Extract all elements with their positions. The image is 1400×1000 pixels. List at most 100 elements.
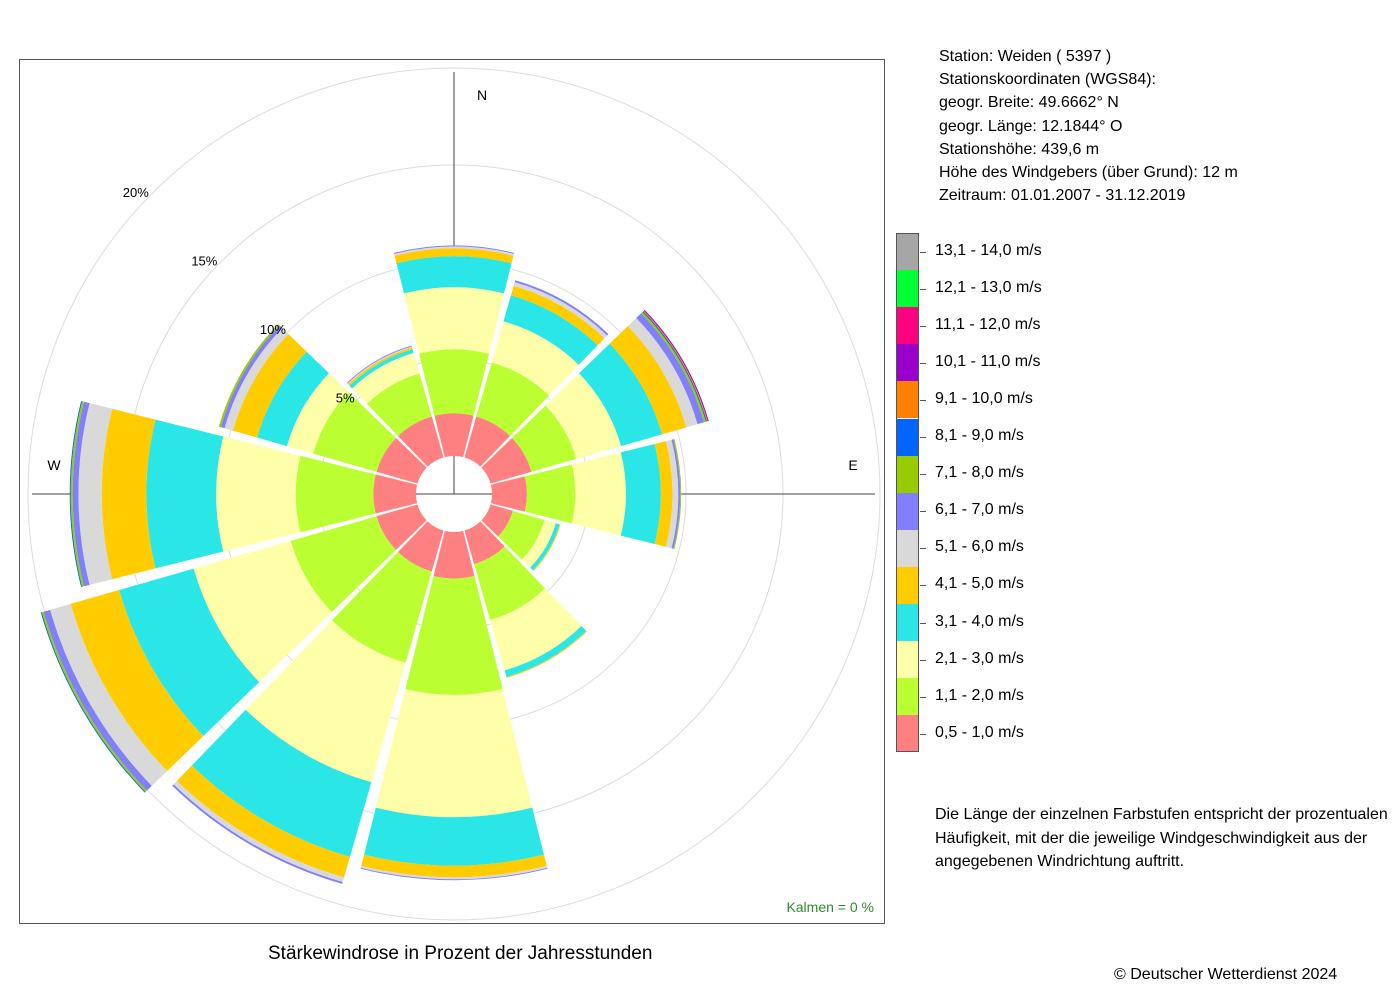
legend-label: 13,1 - 14,0 m/s bbox=[935, 241, 1042, 259]
legend-tick bbox=[920, 251, 926, 253]
sector-180-class-4 bbox=[361, 854, 547, 878]
sector-90-class-2 bbox=[571, 452, 626, 536]
legend-label: 4,1 - 5,0 m/s bbox=[935, 575, 1024, 593]
legend-tick bbox=[920, 362, 926, 364]
legend-label: 9,1 - 10,0 m/s bbox=[935, 389, 1033, 407]
legend-label: 11,1 - 12,0 m/s bbox=[935, 315, 1041, 333]
sector-270-class-5 bbox=[78, 403, 113, 585]
station-line: geogr. Breite: 49.6662° N bbox=[939, 94, 1119, 112]
sector-120 bbox=[481, 504, 561, 571]
station-line: Zeitraum: 01.01.2007 - 31.12.2019 bbox=[939, 187, 1186, 205]
sector-180-class-5 bbox=[360, 865, 548, 880]
sector-150-class-1 bbox=[474, 546, 546, 621]
sector-0-class-2 bbox=[403, 287, 505, 354]
sector-0-class-3 bbox=[396, 256, 512, 294]
sector-60-class-2 bbox=[545, 373, 622, 459]
sector-150-class-3 bbox=[504, 625, 587, 677]
sector-330 bbox=[346, 345, 444, 467]
sector-90-class-3 bbox=[620, 443, 661, 545]
legend-label: 1,1 - 2,0 m/s bbox=[935, 686, 1024, 704]
sector-90-class-5 bbox=[665, 439, 679, 549]
grid-ring-20 bbox=[27, 67, 881, 921]
legend-tick bbox=[920, 437, 926, 439]
legend-tick bbox=[920, 474, 926, 476]
legend-label: 12,1 - 13,0 m/s bbox=[935, 278, 1042, 296]
sector-120-class-3 bbox=[530, 523, 560, 571]
station-info: Station: Weiden ( 5397 ) Stationskoordin… bbox=[939, 45, 1238, 207]
sector-60-class-0 bbox=[481, 437, 532, 484]
sector-90-class-7 bbox=[673, 439, 682, 549]
sector-270-class-1 bbox=[295, 455, 376, 533]
sector-330-class-3 bbox=[349, 349, 414, 389]
sector-30-class-5 bbox=[513, 282, 608, 339]
ring-label-5: 5% bbox=[336, 391, 355, 406]
legend-tick bbox=[920, 399, 926, 401]
legend-label: 10,1 - 11,0 m/s bbox=[935, 352, 1041, 370]
sector-300-class-5 bbox=[224, 328, 289, 431]
sector-240-class-3 bbox=[119, 568, 260, 737]
sector-0-class-0 bbox=[434, 413, 474, 458]
sector-270 bbox=[69, 401, 418, 587]
sector-240-class-0 bbox=[376, 504, 427, 551]
chart-title: Stärkewindrose in Prozent der Jahresstun… bbox=[268, 943, 653, 964]
sector-120-class-0 bbox=[481, 504, 513, 537]
legend-tick bbox=[920, 288, 926, 290]
explanation-note: Die Länge der einzelnen Farbstufen entsp… bbox=[935, 806, 1388, 870]
sector-180 bbox=[360, 530, 548, 881]
sector-0-class-5 bbox=[394, 246, 514, 256]
sector-270-class-3 bbox=[146, 419, 224, 569]
sector-300-class-0 bbox=[376, 437, 427, 484]
sector-270-class-2 bbox=[216, 436, 301, 552]
legend-label: 6,1 - 7,0 m/s bbox=[935, 501, 1024, 519]
sector-30-class-0 bbox=[464, 416, 511, 467]
sector-240 bbox=[40, 504, 427, 793]
sector-240-class-4 bbox=[70, 590, 204, 772]
sector-0-class-4 bbox=[394, 248, 514, 264]
sector-30-class-2 bbox=[491, 321, 579, 396]
sector-240-class-6 bbox=[43, 609, 152, 791]
wind-rose-chart: 5% 10% 15% 20% N E W bbox=[27, 67, 881, 921]
sector-210-class-0 bbox=[397, 521, 444, 572]
sector-270-class-4 bbox=[101, 408, 156, 580]
sector-60-class-4 bbox=[609, 326, 687, 435]
legend-tick bbox=[920, 511, 926, 513]
sector-0 bbox=[393, 245, 515, 458]
legend-label: 7,1 - 8,0 m/s bbox=[935, 464, 1024, 482]
legend-tick bbox=[920, 585, 926, 587]
legend-label: 8,1 - 9,0 m/s bbox=[935, 427, 1024, 445]
sector-240-class-2 bbox=[193, 540, 332, 683]
ring-label-15: 15% bbox=[191, 253, 217, 268]
sector-330-class-4 bbox=[348, 347, 413, 386]
station-line: Stationshöhe: 439,6 m bbox=[939, 140, 1100, 158]
station-line: Stationskoordinaten (WGS84): bbox=[939, 71, 1156, 89]
station-line: Station: Weiden ( 5397 ) bbox=[939, 48, 1112, 65]
sector-150 bbox=[464, 521, 587, 678]
sector-270-class-7 bbox=[70, 401, 84, 587]
sector-300-class-1 bbox=[313, 392, 396, 472]
legend-tick bbox=[920, 733, 926, 735]
sector-0-class-6 bbox=[393, 245, 515, 254]
ring-label-10: 10% bbox=[260, 322, 286, 337]
legend-label: 3,1 - 4,0 m/s bbox=[935, 612, 1024, 630]
sector-330-class-0 bbox=[397, 416, 444, 467]
sector-300-class-4 bbox=[232, 334, 307, 438]
sector-180-class-3 bbox=[364, 807, 544, 866]
legend-frame bbox=[896, 233, 919, 752]
sector-60-class-3 bbox=[579, 343, 663, 447]
sector-270-class-0 bbox=[373, 474, 418, 514]
sector-270-class-8 bbox=[69, 401, 83, 587]
legend-tick bbox=[920, 548, 926, 550]
west-label: W bbox=[47, 457, 61, 473]
sector-60-class-1 bbox=[512, 405, 577, 472]
sector-300-class-3 bbox=[257, 351, 329, 447]
calm-label: Kalmen = 0 % bbox=[786, 899, 874, 915]
sector-300-class-6 bbox=[220, 325, 283, 429]
sector-120-class-2 bbox=[521, 519, 556, 568]
sector-210-class-2 bbox=[245, 620, 406, 783]
sector-90-class-4 bbox=[654, 441, 673, 547]
sector-300-class-2 bbox=[286, 373, 349, 454]
sector-240-class-1 bbox=[290, 516, 396, 613]
sector-60 bbox=[481, 309, 709, 484]
sector-300 bbox=[218, 324, 427, 484]
ring-label-20: 20% bbox=[123, 185, 149, 200]
